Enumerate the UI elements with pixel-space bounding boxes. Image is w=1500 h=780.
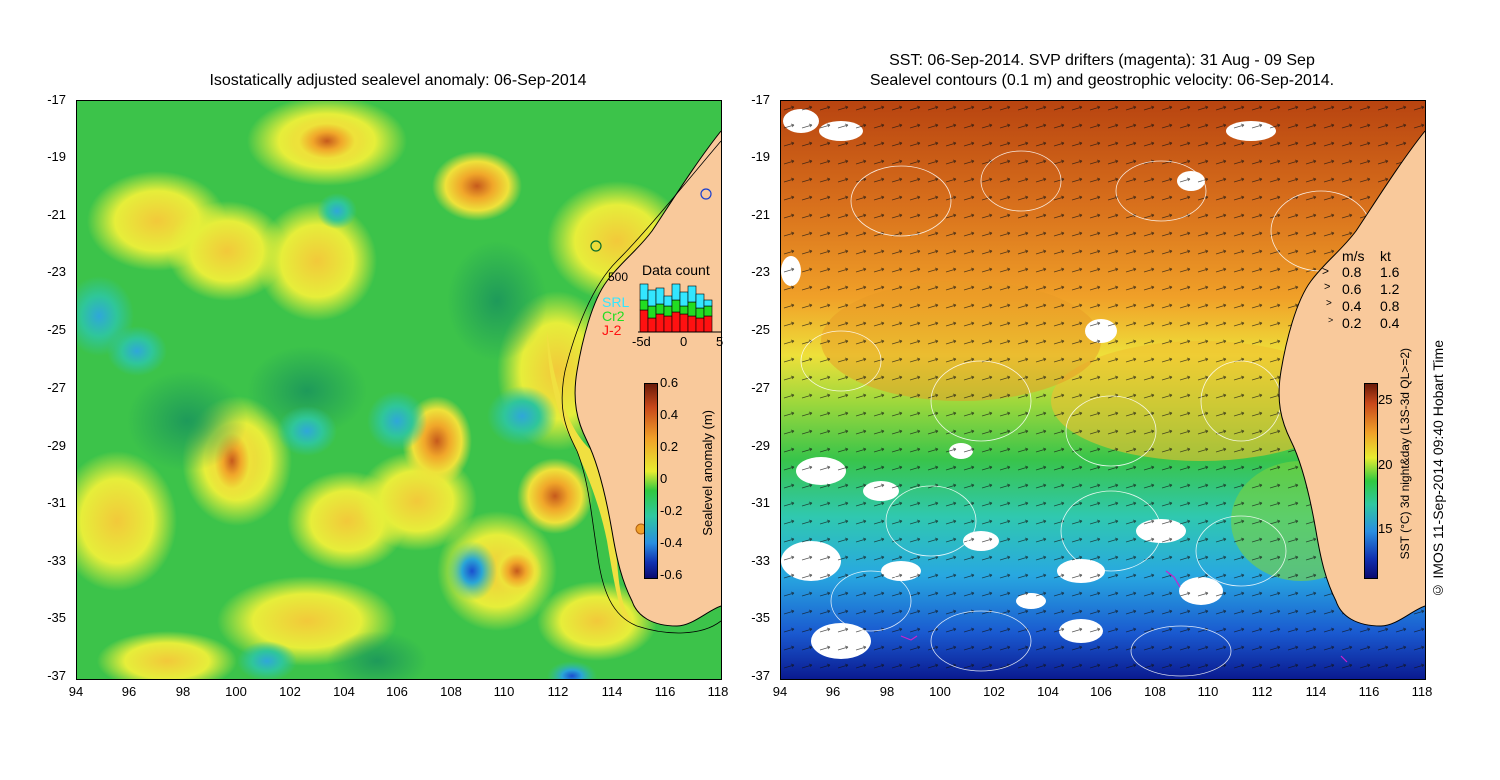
x-tick-label: 98 xyxy=(879,684,895,699)
y-tick-label: -33 xyxy=(751,553,770,568)
data-count-xlabel: 0 xyxy=(680,334,688,349)
y-tick-label: -29 xyxy=(751,438,770,453)
velocity-legend-ms: 0.6 xyxy=(1342,281,1362,297)
y-tick-label: -23 xyxy=(751,264,770,279)
y-tick-label: -17 xyxy=(751,92,770,107)
x-tick-label: 118 xyxy=(1411,684,1433,699)
data-count-xlabel: 5 xyxy=(716,334,724,349)
x-tick-label: 118 xyxy=(707,684,729,699)
velocity-arrow-icon: > xyxy=(1328,315,1334,325)
x-tick-label: 116 xyxy=(654,684,676,699)
colorbar-tick: 0.2 xyxy=(660,439,679,454)
sst-map[interactable] xyxy=(780,100,1426,680)
x-tick-label: 102 xyxy=(983,684,1005,699)
velocity-arrow-icon: > xyxy=(1326,298,1332,309)
x-tick-label: 104 xyxy=(333,684,355,699)
velocity-legend-ms: 0.8 xyxy=(1342,264,1362,280)
velocity-legend-kt: 1.2 xyxy=(1380,281,1400,297)
colorbar-tick: -0.4 xyxy=(660,535,683,550)
x-tick-label: 110 xyxy=(493,684,515,699)
x-tick-label: 106 xyxy=(386,684,408,699)
y-tick-label: -35 xyxy=(751,610,770,625)
right-map-title-line2: Sealevel contours (0.1 m) and geostrophi… xyxy=(869,72,1335,89)
right-map-title-line1: SST: 06-Sep-2014. SVP drifters (magenta)… xyxy=(889,52,1315,69)
x-tick-label: 94 xyxy=(68,684,84,699)
sealevel-anomaly-map[interactable] xyxy=(76,100,722,680)
velocity-legend-ms: 0.2 xyxy=(1342,315,1362,331)
x-tick-label: 100 xyxy=(225,684,247,699)
y-tick-label: -19 xyxy=(751,149,770,164)
colorbar-tick: 0.4 xyxy=(660,407,679,422)
velocity-arrow-icon: > xyxy=(1322,264,1330,278)
velocity-legend: m/s kt > 0.8 1.6 > 0.6 1.2 > 0.4 0.8 > 0… xyxy=(1322,248,1422,338)
x-tick-label: 112 xyxy=(1251,684,1273,699)
y-tick-label: -25 xyxy=(47,322,66,337)
x-tick-label: 94 xyxy=(772,684,788,699)
x-tick-label: 98 xyxy=(175,684,191,699)
data-count-max-label: 500 xyxy=(608,270,629,284)
sealevel-colorbar xyxy=(644,383,658,579)
x-tick-label: 100 xyxy=(929,684,951,699)
legend-cr2: Cr2 xyxy=(602,308,625,324)
velocity-legend-kt: 0.4 xyxy=(1380,315,1400,331)
left-map-title: Isostatically adjusted sealevel anomaly:… xyxy=(209,72,587,89)
legend-j2: J-2 xyxy=(602,322,622,338)
sst-field xyxy=(781,101,1425,679)
y-tick-label: -27 xyxy=(47,380,66,395)
data-count-inset: Data count 500 SRL Cr2 J-2 -5d 0 5 xyxy=(598,262,723,352)
sealevel-anomaly-field xyxy=(77,101,721,679)
colorbar-tick: 0 xyxy=(660,471,668,486)
sst-colorbar-label: SST (°C) 3d night&day (L3S-3d QL>=2) xyxy=(1398,348,1412,560)
colorbar-tick: -0.2 xyxy=(660,503,683,518)
data-count-title: Data count xyxy=(642,262,710,278)
velocity-legend-ms-header: m/s xyxy=(1342,248,1365,264)
x-tick-label: 104 xyxy=(1037,684,1059,699)
x-tick-label: 96 xyxy=(825,684,841,699)
colorbar-tick: 15 xyxy=(1378,521,1393,536)
legend-srl: SRL xyxy=(602,294,630,310)
colorbar-tick: 25 xyxy=(1378,392,1393,407)
y-tick-label: -19 xyxy=(47,149,66,164)
x-tick-label: 110 xyxy=(1197,684,1219,699)
data-count-xlabel: -5d xyxy=(632,334,651,349)
y-tick-label: -31 xyxy=(47,495,66,510)
velocity-legend-kt: 0.8 xyxy=(1380,298,1400,314)
y-tick-label: -27 xyxy=(751,380,770,395)
imos-credit: © IMOS 11-Sep-2014 09:40 Hobart Time xyxy=(1430,340,1446,599)
y-tick-label: -25 xyxy=(751,322,770,337)
sealevel-colorbar-label: Sealevel anomaly (m) xyxy=(700,410,715,536)
y-tick-label: -37 xyxy=(751,668,770,683)
x-tick-label: 114 xyxy=(1305,684,1327,699)
x-tick-label: 96 xyxy=(121,684,137,699)
y-tick-label: -21 xyxy=(47,207,66,222)
velocity-legend-kt: 1.6 xyxy=(1380,264,1400,280)
y-tick-label: -33 xyxy=(47,553,66,568)
colorbar-tick: 0.6 xyxy=(660,375,679,390)
y-tick-label: -17 xyxy=(47,92,66,107)
x-tick-label: 102 xyxy=(279,684,301,699)
data-count-bars xyxy=(638,283,722,333)
sst-colorbar xyxy=(1364,383,1378,579)
y-tick-label: -31 xyxy=(751,495,770,510)
y-tick-label: -23 xyxy=(47,264,66,279)
velocity-legend-ms: 0.4 xyxy=(1342,298,1362,314)
x-tick-label: 106 xyxy=(1090,684,1112,699)
x-tick-label: 114 xyxy=(601,684,623,699)
y-tick-label: -29 xyxy=(47,438,66,453)
velocity-arrow-icon: > xyxy=(1324,281,1331,293)
velocity-legend-kt-header: kt xyxy=(1380,248,1391,264)
x-tick-label: 116 xyxy=(1358,684,1380,699)
colorbar-tick: 20 xyxy=(1378,457,1393,472)
y-tick-label: -35 xyxy=(47,610,66,625)
y-tick-label: -37 xyxy=(47,668,66,683)
x-tick-label: 108 xyxy=(440,684,462,699)
x-tick-label: 112 xyxy=(547,684,569,699)
colorbar-tick: -0.6 xyxy=(660,567,683,582)
y-tick-label: -21 xyxy=(751,207,770,222)
x-tick-label: 108 xyxy=(1144,684,1166,699)
